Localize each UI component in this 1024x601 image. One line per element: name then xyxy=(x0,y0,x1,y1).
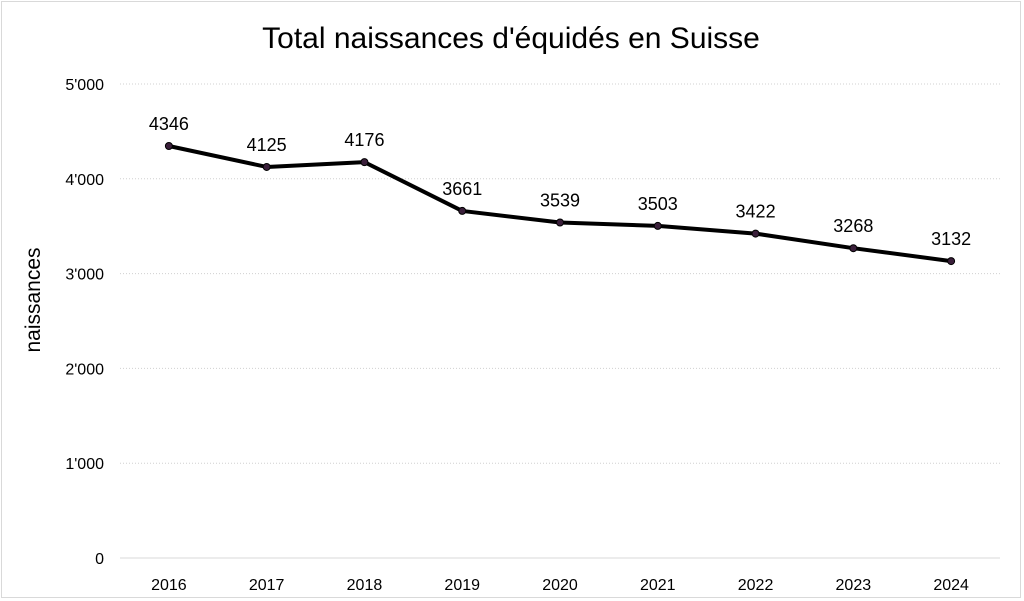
x-tick-label: 2017 xyxy=(249,577,285,594)
x-tick-label: 2024 xyxy=(933,577,969,594)
data-point xyxy=(751,229,760,238)
data-label: 3422 xyxy=(736,202,776,222)
x-axis-ticks: 2016 2017 2018 2019 2020 2021 2022 2023 2024 xyxy=(151,577,969,594)
data-label: 3132 xyxy=(931,229,971,249)
x-tick-label: 2023 xyxy=(836,577,872,594)
y-axis-label: naissances xyxy=(22,247,45,352)
y-tick-label: 5'000 xyxy=(65,77,104,94)
chart-title: Total naissances d'équidés en Suisse xyxy=(262,22,760,55)
data-point xyxy=(947,257,956,266)
y-tick-label: 0 xyxy=(95,551,104,568)
data-labels: 4346 4125 4176 3661 3539 3503 3422 3268 3132 xyxy=(149,114,971,249)
data-point xyxy=(458,206,467,215)
data-label: 3661 xyxy=(442,179,482,199)
series xyxy=(164,141,956,266)
x-tick-label: 2020 xyxy=(542,577,578,594)
data-label: 3503 xyxy=(638,194,678,214)
y-tick-label: 4'000 xyxy=(65,172,104,189)
data-label: 4176 xyxy=(344,130,384,150)
x-tick-label: 2016 xyxy=(151,577,187,594)
data-point xyxy=(164,141,173,150)
data-label: 4125 xyxy=(247,135,287,155)
data-point xyxy=(556,218,564,227)
x-tick-label: 2018 xyxy=(347,577,383,594)
x-tick-label: 2021 xyxy=(640,577,676,594)
y-tick-label: 3'000 xyxy=(65,267,104,284)
data-point xyxy=(849,244,858,253)
data-label: 3268 xyxy=(833,216,873,236)
data-label: 4346 xyxy=(149,114,189,134)
x-tick-label: 2019 xyxy=(444,577,480,594)
y-axis-ticks: 0 1'000 2'000 3'000 4'000 5'000 xyxy=(65,77,104,568)
data-label: 3539 xyxy=(540,191,580,211)
y-tick-label: 2'000 xyxy=(65,361,104,378)
x-tick-label: 2022 xyxy=(738,577,774,594)
data-point xyxy=(262,162,271,171)
y-tick-label: 1'000 xyxy=(65,456,104,473)
gridlines xyxy=(120,83,1000,559)
data-point xyxy=(653,221,662,230)
data-point xyxy=(360,158,369,167)
